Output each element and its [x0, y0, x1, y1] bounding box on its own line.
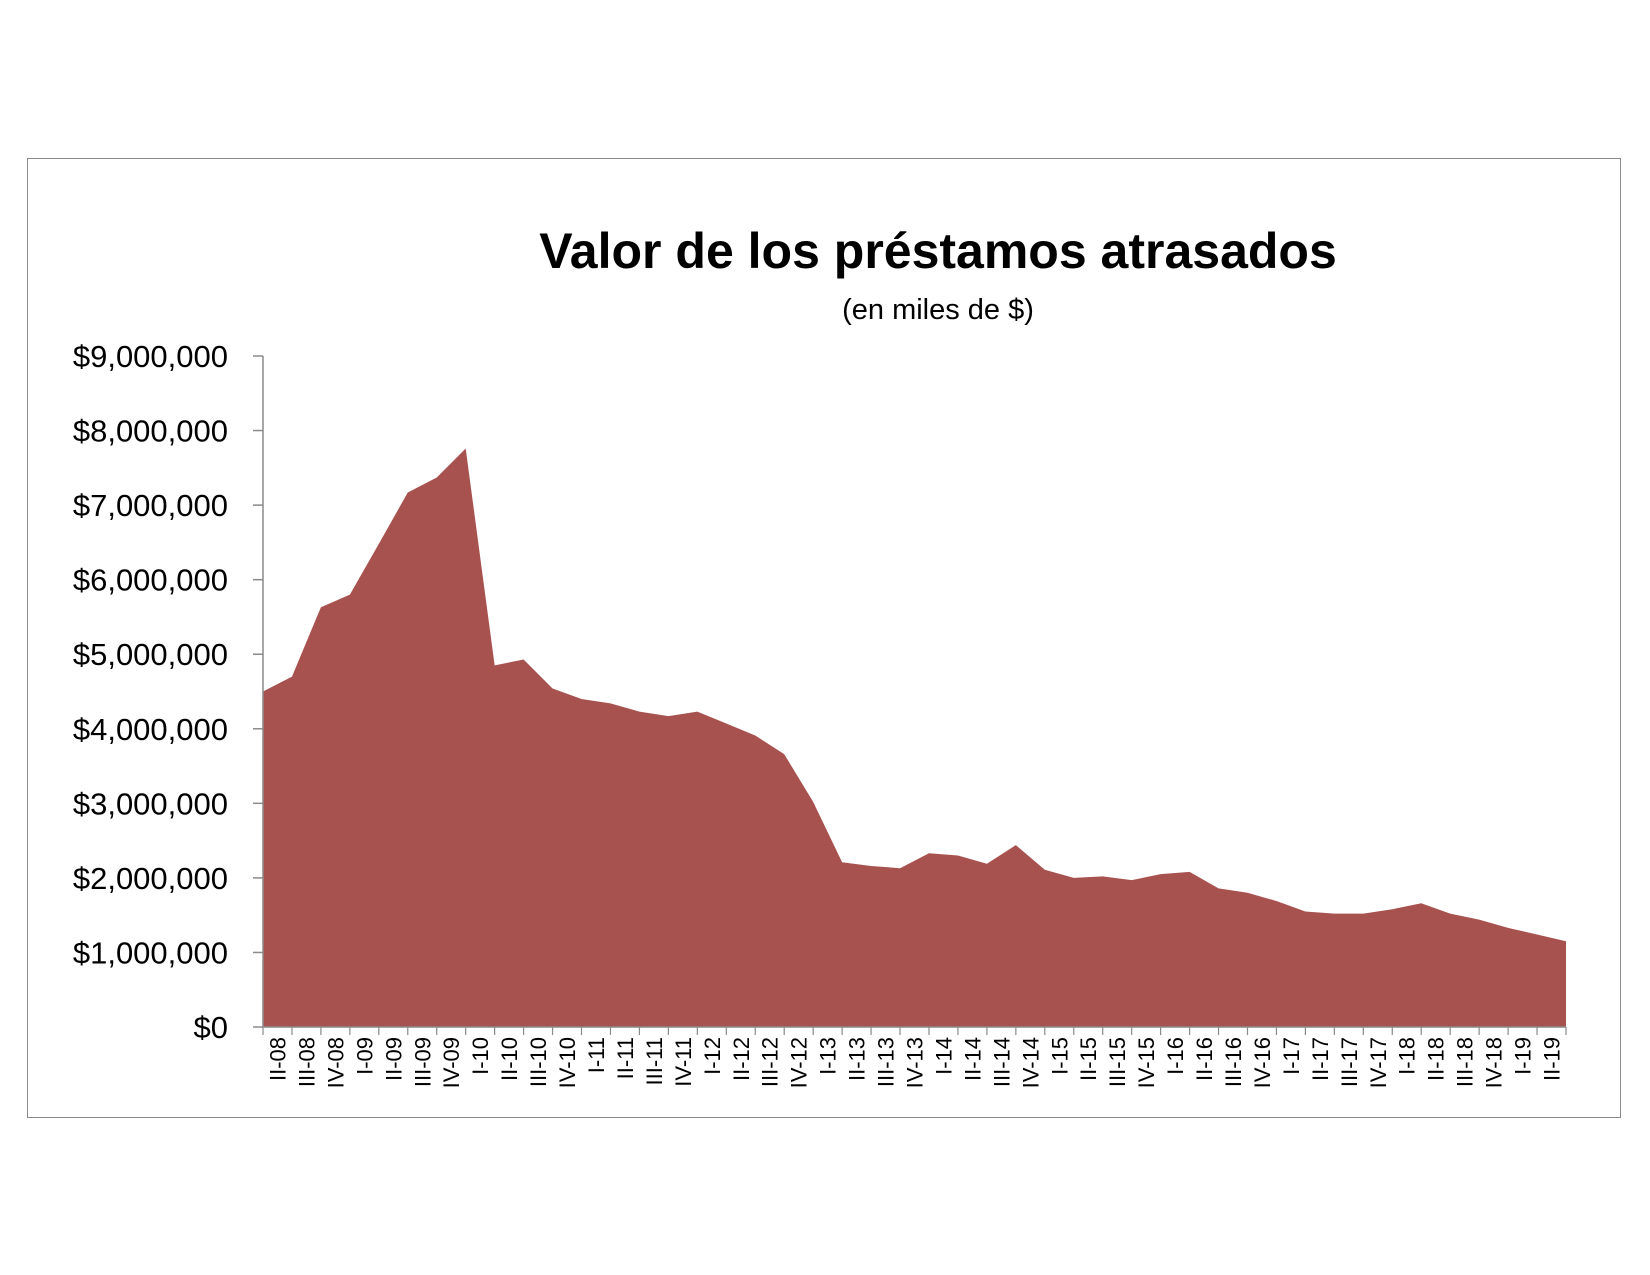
x-tick-label: II-11: [613, 1037, 638, 1079]
x-tick-label: IV-13: [903, 1037, 928, 1088]
x-tick-label: II-14: [960, 1037, 985, 1081]
x-tick-label: I-17: [1279, 1037, 1304, 1075]
x-tick-label: II-12: [729, 1037, 754, 1081]
y-tick-label: $2,000,000: [73, 861, 228, 896]
x-tick-label: II-13: [845, 1037, 870, 1081]
y-tick-label: $0: [194, 1010, 228, 1045]
x-tick-label: IV-14: [1018, 1037, 1043, 1088]
area-layer: [263, 448, 1566, 1027]
x-tick-label: IV-17: [1366, 1037, 1391, 1088]
x-tick-label: IV-18: [1482, 1037, 1507, 1088]
x-tick-label: I-18: [1395, 1037, 1420, 1075]
x-tick-label: II-15: [1076, 1037, 1101, 1081]
y-tick-label: $3,000,000: [73, 786, 228, 821]
x-tick-label: III-11: [642, 1037, 667, 1086]
x-tick-label: I-14: [931, 1037, 956, 1075]
x-tick-label: IV-16: [1250, 1037, 1275, 1088]
x-tick-label: II-18: [1424, 1037, 1449, 1081]
x-tick-label: III-15: [1105, 1037, 1130, 1087]
x-tick-label: IV-15: [1134, 1037, 1159, 1088]
x-tick-label: IV-09: [439, 1037, 464, 1088]
x-tick-label: IV-11: [671, 1037, 696, 1087]
x-tick-label: III-16: [1221, 1037, 1246, 1087]
x-tick-labels: II-08 III-08 IV-08 I-09 II-09 III-09 IV-09 I-10…: [265, 1037, 1564, 1088]
x-tick-label: III-14: [989, 1037, 1014, 1087]
x-tick-label: III-08: [294, 1037, 319, 1087]
y-tick-label: $4,000,000: [73, 712, 228, 747]
axis-layer: [253, 355, 1567, 1035]
x-tick-label: IV-10: [555, 1037, 580, 1088]
x-tick-label: I-10: [468, 1037, 493, 1075]
chart-subtitle: (en miles de $): [842, 294, 1034, 326]
x-tick-label: II-17: [1308, 1037, 1333, 1081]
y-tick-label: $7,000,000: [73, 488, 228, 523]
x-tick-label: III-12: [758, 1037, 783, 1087]
x-tick-label: I-19: [1511, 1037, 1536, 1075]
x-tick-label: II-19: [1540, 1037, 1565, 1081]
y-tick-label: $6,000,000: [73, 563, 228, 598]
chart-title: Valor de los préstamos atrasados: [539, 223, 1337, 279]
x-tick-label: I-15: [1047, 1037, 1072, 1075]
x-tick-label: IV-12: [787, 1037, 812, 1088]
x-tick-label: I-12: [700, 1037, 725, 1075]
x-tick-label: II-10: [497, 1037, 522, 1081]
x-tick-label: III-13: [874, 1037, 899, 1087]
x-tick-label: I-11: [584, 1037, 609, 1073]
x-tick-label: II-16: [1192, 1037, 1217, 1081]
area-series: [263, 448, 1566, 1027]
x-tick-label: III-09: [410, 1037, 435, 1087]
x-tick-label: I-16: [1163, 1037, 1188, 1075]
x-tick-label: IV-08: [323, 1037, 348, 1088]
x-tick-label: II-08: [265, 1037, 290, 1081]
x-tick-label: III-17: [1337, 1037, 1362, 1087]
x-tick-label: II-09: [381, 1037, 406, 1081]
x-tick-label: III-18: [1453, 1037, 1478, 1087]
y-tick-label: $1,000,000: [73, 935, 228, 970]
x-tick-label: I-09: [352, 1037, 377, 1075]
x-tick-label: I-13: [816, 1037, 841, 1075]
y-tick-label: $5,000,000: [73, 637, 228, 672]
y-tick-label: $8,000,000: [73, 414, 228, 449]
y-tick-label: $9,000,000: [73, 339, 228, 374]
x-tick-label: III-10: [526, 1037, 551, 1087]
y-tick-labels: $0 $1,000,000 $2,000,000 $3,000,000 $4,000,0…: [73, 339, 228, 1045]
